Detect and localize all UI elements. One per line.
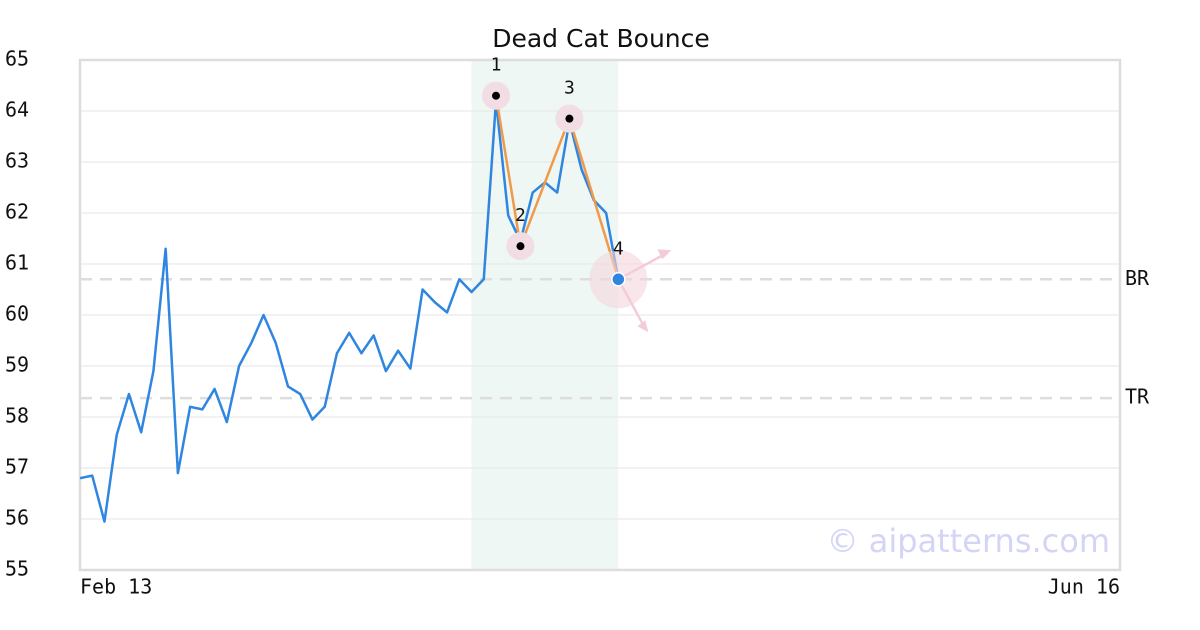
arrow-head	[637, 320, 649, 333]
arrow	[617, 278, 644, 324]
pattern-label: 1	[491, 55, 502, 76]
pattern-label: 4	[613, 238, 624, 259]
pattern-line	[494, 95, 620, 280]
y-tick-label: 59	[5, 353, 29, 377]
y-tick-label: 63	[5, 149, 29, 173]
y-tick-label: 61	[5, 251, 29, 275]
y-tick-label: 55	[5, 557, 29, 581]
arrow-head	[657, 249, 672, 260]
watermark: © aipatterns.com	[827, 522, 1110, 560]
x-tick-label: Jun 16	[1048, 575, 1120, 599]
pattern-point	[611, 272, 626, 287]
pattern-point	[516, 242, 525, 251]
y-tick-label: 65	[5, 47, 29, 71]
y-tick-label: 56	[5, 506, 29, 530]
y-tick-label: 62	[5, 200, 29, 224]
arrow	[617, 252, 667, 281]
pattern-label: 2	[515, 205, 526, 226]
plot-frame	[78, 58, 1122, 572]
chart-title: Dead Cat Bounce	[492, 24, 710, 53]
pattern-point	[565, 114, 574, 123]
pattern-label: 3	[564, 78, 575, 99]
y-tick-label: 60	[5, 302, 29, 326]
level-label: BR	[1125, 266, 1150, 290]
price-line	[79, 99, 620, 523]
x-tick-label: Feb 13	[80, 575, 152, 599]
y-tick-label: 58	[5, 404, 29, 428]
y-tick-label: 64	[5, 98, 29, 122]
level-label: TR	[1125, 385, 1150, 409]
y-tick-label: 57	[5, 455, 29, 479]
pattern-point	[492, 91, 500, 100]
